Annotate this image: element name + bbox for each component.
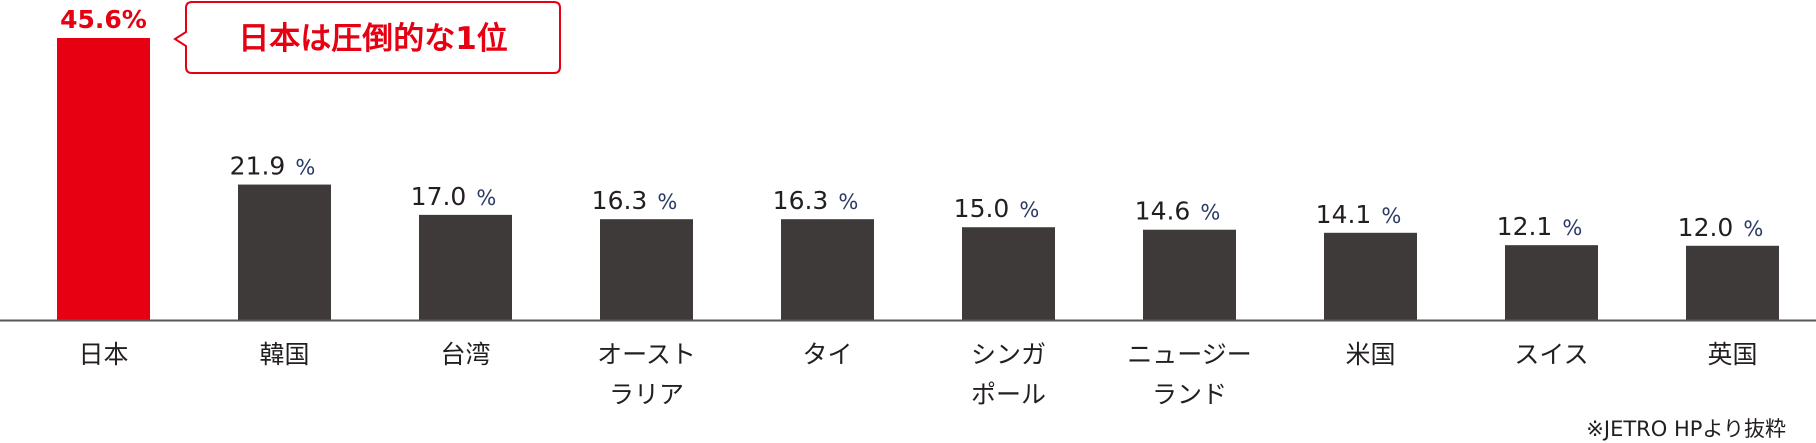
data-label-unit: % <box>295 156 315 180</box>
bar <box>419 214 512 320</box>
bar <box>1324 232 1417 320</box>
value-labels-group: 45.6%21.9 %17.0% 16.3% 16.3% 15.0% 14.6% 14.1%… <box>60 5 1763 242</box>
category-label: ラリア <box>609 380 684 409</box>
category-label: シンガ <box>971 340 1046 369</box>
category-label: ランド <box>1152 380 1227 409</box>
bar <box>238 184 331 320</box>
data-label: 15.0% <box>954 194 1040 223</box>
bar <box>781 219 874 320</box>
category-label: タイ <box>802 340 852 369</box>
data-label-unit: % <box>657 190 677 214</box>
category-label: スイス <box>1514 340 1588 369</box>
data-label: 12.0% <box>1678 213 1764 242</box>
callout-box <box>173 1 561 74</box>
data-label-unit: % <box>1019 198 1039 222</box>
bar <box>57 38 150 320</box>
data-label: 14.1% <box>1316 200 1402 229</box>
bar <box>1143 229 1236 320</box>
data-label-unit: % <box>1743 217 1763 241</box>
data-label-value: 12.1 <box>1497 212 1553 241</box>
data-label-value: 14.1 <box>1316 200 1372 229</box>
data-label-value: 15.0 <box>954 194 1010 223</box>
category-label: 日本 <box>78 340 128 369</box>
data-label-value: 12.0 <box>1678 213 1734 242</box>
category-label: 韓国 <box>259 340 309 369</box>
data-label-unit: % <box>1562 216 1582 240</box>
data-label-unit: % <box>476 186 496 210</box>
data-label-unit: % <box>1200 201 1220 225</box>
data-label: 17.0% <box>411 182 497 211</box>
data-label: 45.6% <box>60 5 147 34</box>
callout: 日本は圧倒的な1位 <box>173 1 561 74</box>
bar <box>962 227 1055 320</box>
data-label: 16.3% <box>592 186 678 215</box>
data-label-value: 17.0 <box>411 182 467 211</box>
data-label-value: 21.9 <box>230 152 286 181</box>
bar <box>1686 245 1779 320</box>
data-label-value: 16.3 <box>773 186 829 215</box>
data-label: 12.1% <box>1497 212 1583 241</box>
callout-text: 日本は圧倒的な1位 <box>238 21 508 57</box>
source-note: ※JETRO HPより抜粋 <box>1586 417 1786 441</box>
data-label: 14.6% <box>1135 197 1221 226</box>
bar <box>1505 245 1598 320</box>
category-label: 台湾 <box>440 340 490 369</box>
data-label-value: 14.6 <box>1135 197 1191 226</box>
bars-group <box>57 38 1779 320</box>
category-label: オースト <box>597 340 696 369</box>
data-label-value: 16.3 <box>592 186 648 215</box>
category-label: ニュージー <box>1127 340 1252 369</box>
data-label-unit: % <box>1381 204 1401 228</box>
data-label: 16.3% <box>773 186 859 215</box>
category-label: ポール <box>971 380 1046 409</box>
bar <box>600 219 693 320</box>
category-label: 米国 <box>1345 340 1395 369</box>
data-label-unit: % <box>838 190 858 214</box>
data-label: 21.9% <box>230 152 316 181</box>
category-label: 英国 <box>1707 340 1757 369</box>
